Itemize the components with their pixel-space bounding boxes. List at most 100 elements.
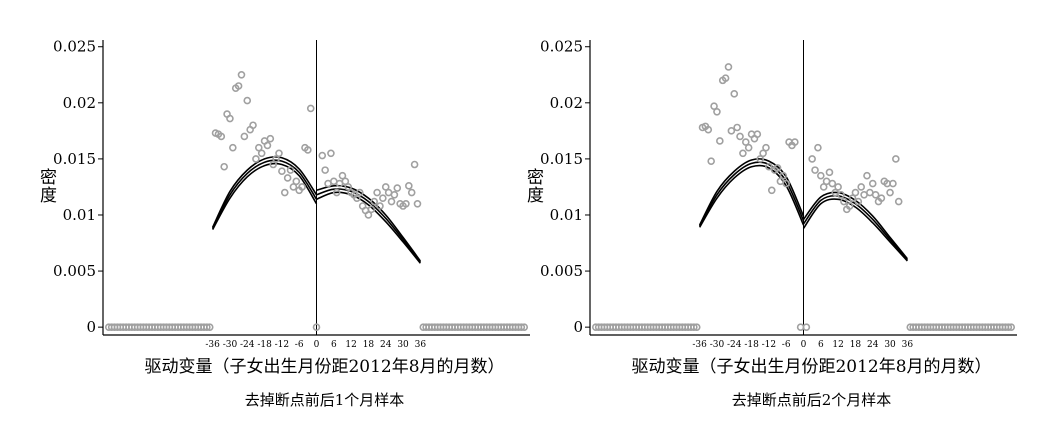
y-tick-label: 0.02: [63, 94, 96, 112]
x-axis-label: 驱动变量（子女出生月份距2012年8月的月数）: [631, 357, 991, 377]
point: [767, 186, 776, 195]
x-tick-label: -24: [240, 340, 255, 350]
x-tick-label: -18: [257, 340, 272, 350]
x-tick-label: 24: [380, 340, 392, 350]
x-tick-label: -24: [727, 340, 742, 350]
point: [332, 188, 341, 197]
point: [753, 130, 762, 139]
point: [249, 121, 257, 130]
y-axis-label: 密度: [523, 168, 543, 204]
x-tick-label: -30: [223, 340, 238, 350]
point: [217, 132, 226, 141]
x-tick-label: 6: [331, 340, 337, 350]
x-tick-label: 36: [415, 340, 427, 350]
point: [733, 123, 741, 132]
point: [1004, 323, 1013, 331]
point: [298, 183, 306, 191]
y-tick-label: 0.015: [53, 150, 96, 168]
point: [393, 184, 402, 192]
point: [304, 146, 312, 154]
point: [727, 127, 736, 135]
point: [894, 197, 903, 206]
point: [871, 190, 880, 199]
point: [707, 157, 715, 165]
point: [716, 137, 724, 145]
fit-curve: [211, 162, 318, 230]
point: [355, 188, 364, 197]
x-tick-label: -12: [762, 340, 777, 350]
point: [837, 190, 845, 199]
y-tick-label: 0.025: [53, 38, 96, 56]
point: [825, 168, 834, 177]
point: [791, 138, 799, 146]
point: [782, 179, 790, 188]
point: [341, 177, 350, 186]
fit-curve: [698, 158, 805, 226]
point: [254, 143, 263, 152]
point: [889, 179, 897, 188]
y-axis-label: 密度: [36, 168, 56, 204]
point: [868, 179, 877, 188]
point: [263, 141, 272, 150]
x-tick-label: -6: [295, 340, 304, 350]
point: [203, 323, 211, 331]
point: [848, 194, 857, 202]
point: [405, 182, 413, 190]
point: [318, 151, 327, 160]
point: [272, 155, 280, 163]
point: [724, 63, 733, 71]
point: [373, 188, 381, 197]
point: [237, 70, 246, 79]
point: [226, 114, 234, 123]
point: [269, 160, 278, 169]
x-axis-label: 驱动变量（子女出生月份距2012年8月的月数）: [144, 357, 504, 377]
point: [857, 183, 866, 191]
y-tick-label: 0.01: [63, 206, 96, 224]
point: [275, 149, 283, 158]
x-tick-label: -6: [782, 340, 791, 350]
fit-curve: [211, 159, 318, 229]
point: [739, 149, 747, 158]
subtitle: 去掉断点前后2个月样本: [732, 391, 892, 409]
x-tick-label: 18: [363, 340, 375, 350]
point: [886, 188, 894, 197]
point: [390, 190, 399, 199]
point: [851, 188, 860, 197]
point: [759, 149, 767, 158]
fit-curve: [316, 184, 422, 262]
point: [286, 166, 295, 174]
point: [353, 194, 361, 202]
point: [892, 155, 900, 163]
point: [765, 162, 773, 171]
point: [205, 323, 214, 331]
x-tick-label: 24: [867, 340, 879, 350]
x-tick-label: 0: [801, 340, 807, 350]
point: [520, 323, 529, 331]
point: [234, 82, 243, 90]
point: [756, 155, 765, 163]
y-tick-label: 0.01: [550, 206, 583, 224]
point: [283, 174, 292, 182]
point: [808, 155, 816, 163]
point: [370, 197, 379, 206]
point: [817, 171, 825, 180]
point: [690, 323, 698, 331]
y-tick-label: 0.025: [540, 38, 583, 56]
point: [811, 166, 819, 174]
point: [692, 323, 701, 331]
y-tick-label: 0: [86, 318, 96, 336]
point: [327, 149, 335, 158]
point: [854, 197, 863, 206]
x-tick-label: 12: [345, 340, 356, 350]
point: [744, 143, 753, 152]
point: [517, 323, 526, 331]
point: [266, 134, 275, 143]
point: [376, 202, 384, 210]
fit-curve: [211, 156, 318, 228]
point: [229, 143, 237, 152]
x-tick-label: -36: [205, 340, 220, 350]
x-tick-label: 30: [397, 340, 409, 350]
point: [402, 199, 410, 208]
point: [877, 194, 886, 202]
